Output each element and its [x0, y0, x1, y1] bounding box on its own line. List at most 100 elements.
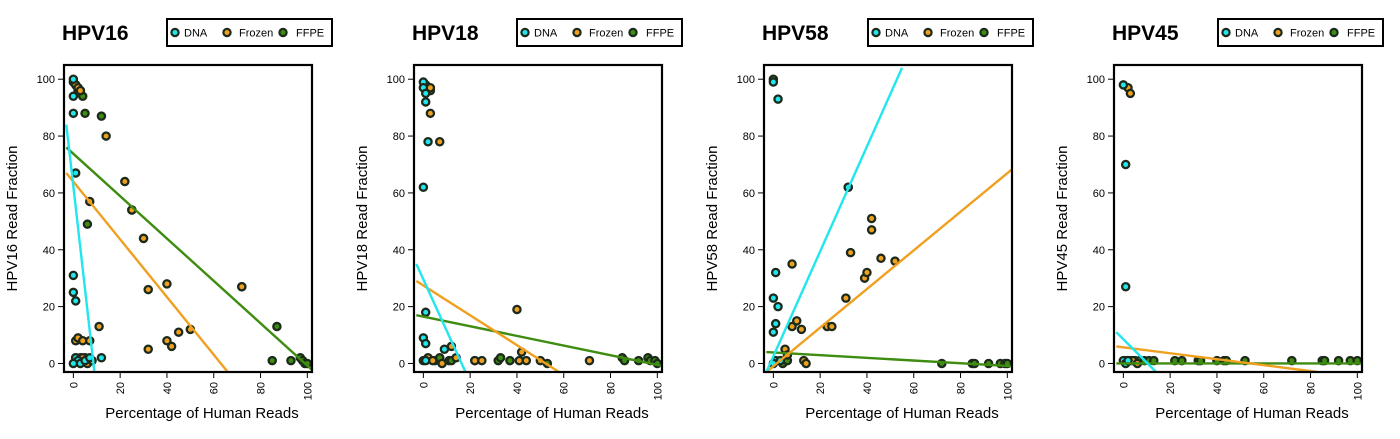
data-point [120, 176, 130, 187]
data-point [768, 327, 779, 337]
series-dna [1118, 80, 1133, 369]
y-tick-label: 80 [43, 131, 55, 143]
data-point [505, 355, 515, 366]
x-tick-label: 40 [512, 382, 524, 394]
fit-line-frozen [765, 167, 1012, 372]
data-point [521, 355, 532, 366]
x-tick-label: 100 [652, 382, 664, 400]
legend-label: DNA [184, 28, 208, 40]
data-point [866, 225, 877, 235]
x-tick-label: 60 [1259, 382, 1271, 394]
x-tick-label: 100 [302, 382, 314, 400]
fit-lines [765, 67, 1012, 372]
legend-marker-ffpe [278, 27, 288, 38]
x-tick-label: 40 [1212, 382, 1224, 394]
fit-line-ffpe [766, 350, 1012, 368]
y-tick-label: 100 [1087, 74, 1105, 86]
legend-box [516, 18, 683, 47]
data-point [80, 108, 90, 119]
data-point [70, 296, 81, 306]
data-point [841, 293, 851, 303]
y-tick-label: 100 [737, 74, 755, 86]
legend-box [867, 18, 1034, 47]
y-tick-label: 0 [749, 358, 755, 370]
data-point [68, 91, 79, 102]
data-point [1125, 88, 1136, 99]
fit-line-ffpe [65, 146, 312, 372]
y-tick-label: 40 [743, 245, 755, 257]
data-point [418, 182, 429, 192]
panel-title: HPV45 [1112, 22, 1179, 45]
data-point [162, 279, 172, 289]
data-point [68, 74, 79, 84]
data-point [437, 358, 447, 369]
series-dna [418, 77, 450, 366]
data-point [166, 341, 177, 352]
data-point [425, 108, 436, 119]
x-tick-label: 20 [815, 382, 827, 394]
data-point [827, 321, 837, 332]
series-ffpe [768, 74, 1013, 369]
x-tick-label: 80 [1306, 382, 1318, 394]
panel-title: HPV58 [762, 22, 829, 45]
y-tick-label: 0 [399, 358, 405, 370]
legend-label: Frozen [940, 28, 974, 40]
y-tick-label: 60 [43, 188, 55, 200]
legend-marker-ffpe [1329, 27, 1339, 38]
y-tick-label: 100 [37, 74, 55, 86]
y-axis-label: HPV16 Read Fraction [4, 146, 21, 292]
data-point [801, 358, 811, 369]
fit-line-frozen [65, 172, 229, 372]
data-point [512, 304, 522, 315]
data-point [434, 136, 445, 147]
legend: DNA Frozen FFPE [1217, 18, 1384, 47]
y-tick-label: 20 [1093, 302, 1105, 314]
y-tick-label: 20 [393, 302, 405, 314]
x-axis-label: Percentage of Human Reads [1155, 405, 1348, 422]
data-point [876, 253, 886, 264]
legend-label: FFPE [296, 28, 324, 40]
data-point [796, 324, 807, 335]
y-axis-label: HPV58 Read Fraction [704, 146, 721, 292]
data-point [143, 344, 153, 355]
legend-box [1217, 18, 1384, 47]
series-frozen [423, 82, 595, 369]
y-tick-label: 60 [1093, 188, 1105, 200]
legend-label: Frozen [239, 28, 273, 40]
data-point [420, 355, 431, 366]
data-point [173, 327, 184, 337]
legend-label: DNA [885, 28, 909, 40]
data-point [787, 321, 797, 332]
panel-hpv58: HPV58 DNA Frozen FFPE 0 20 40 60 80 100 0 20 40 60 80 1… [704, 18, 1034, 422]
panel-hpv45: HPV45 DNA Frozen FFPE 0 20 40 60 80 100 0 20 40 60 80 1… [1054, 18, 1384, 422]
data-point [420, 307, 431, 318]
legend-label: DNA [1235, 28, 1259, 40]
x-tick-label: 60 [909, 382, 921, 394]
fit-line-dna [65, 124, 96, 372]
data-point [768, 293, 779, 303]
x-tick-label: 0 [1118, 382, 1130, 388]
legend-marker-ffpe [979, 27, 989, 38]
x-tick-label: 100 [1002, 382, 1014, 400]
series-frozen [780, 182, 900, 369]
data-point [420, 97, 431, 107]
data-point [68, 358, 79, 369]
data-point [420, 338, 431, 349]
y-tick-label: 80 [743, 131, 755, 143]
data-point [68, 108, 79, 119]
fit-lines [65, 124, 312, 372]
x-tick-label: 80 [256, 382, 268, 394]
panel-title: HPV18 [412, 22, 479, 45]
data-point [773, 94, 783, 104]
y-tick-label: 80 [393, 131, 405, 143]
series-dna [768, 77, 853, 369]
data-point [272, 321, 282, 332]
data-point [862, 267, 872, 278]
y-tick-label: 100 [387, 74, 405, 86]
legend-marker-ffpe [628, 27, 638, 38]
x-tick-label: 60 [559, 382, 571, 394]
legend-marker-dna [170, 27, 180, 38]
legend: DNA Frozen FFPE [166, 18, 333, 47]
data-point [267, 355, 277, 366]
fit-lines [1115, 331, 1362, 372]
